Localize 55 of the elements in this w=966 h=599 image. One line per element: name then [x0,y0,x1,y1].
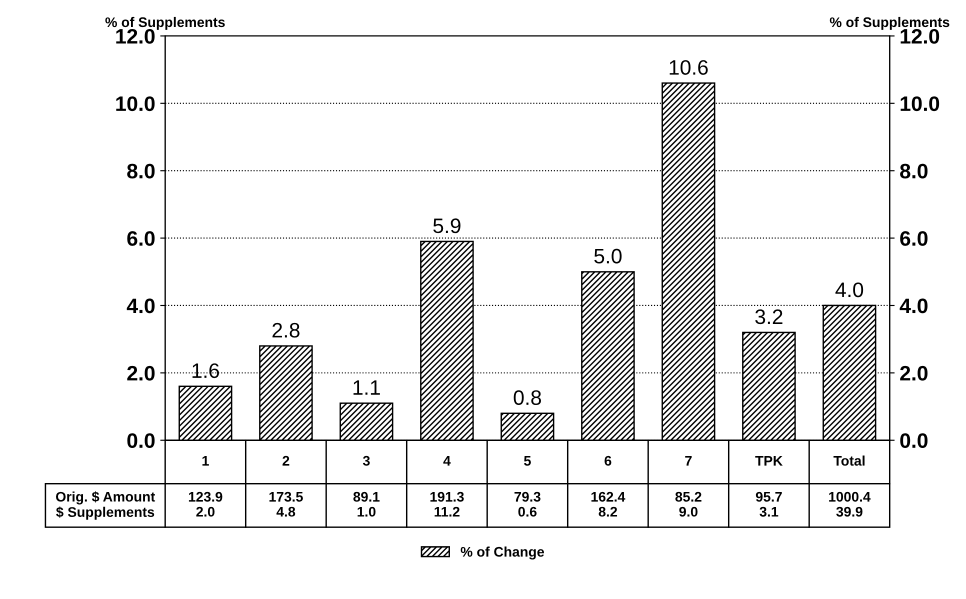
text: 0.6 [518,506,537,517]
y2-tick-label: 4.0 [900,298,928,314]
x-tick-label: 6 [604,456,612,466]
y2-tick-label: 12.0 [900,28,940,44]
text: 11.2 [434,506,460,517]
data-label: 10.6 [670,60,708,75]
data-label: 5.0 [594,248,622,264]
text: Orig. $ Amount [56,491,156,504]
text: 79.3 [514,492,540,502]
data-label: 0.8 [514,390,542,406]
data-label: 1.1 [354,380,380,395]
data-label: 1.6 [192,363,219,378]
x-tick-label: 5 [524,456,531,466]
legend-label: % of Change [460,546,544,560]
text: 123.9 [188,492,222,502]
y-tick-label: 12.0 [116,28,155,44]
text: 162.4 [591,492,626,502]
text: 89.1 [353,492,380,502]
x-tick-label: 4 [443,456,451,466]
y2-tick-label: 0.0 [900,433,928,448]
text: 191.3 [430,492,464,502]
x-tick-label: 1 [202,456,209,466]
text: 9.0 [679,506,698,517]
y-tick-label: 10.0 [116,96,155,112]
y-axis-title: % of Supplements [105,16,225,30]
y-tick-label: 2.0 [127,366,155,381]
x-tick-label: Total [834,456,865,466]
x-tick-label: 3 [362,456,370,466]
text: 1000.4 [829,492,871,502]
text: $ Supplements [56,506,154,520]
x-tick-label: TPK [755,456,783,466]
text: 4.8 [276,506,296,517]
y2-tick-label: 2.0 [900,366,928,381]
text: 173.5 [269,492,303,502]
data-label: 4.0 [835,282,864,298]
text: 1.0 [358,506,376,517]
data-label: 5.9 [433,218,460,234]
y-tick-label: 8.0 [127,164,155,178]
text: 39.9 [836,506,862,517]
x-tick-label: 7 [685,456,692,466]
text: 8.2 [598,506,618,517]
data-label: 2.8 [272,322,300,338]
y-tick-label: 6.0 [127,231,155,246]
y2-tick-label: 10.0 [900,96,940,112]
text: 3.1 [760,506,778,517]
text: 2.0 [196,506,215,517]
y2-tick-label: 8.0 [900,164,928,178]
text: 85.2 [675,492,702,502]
y2-axis-title: % of Supplements [830,16,950,30]
x-tick-label: 2 [282,456,290,466]
y2-tick-label: 6.0 [900,231,928,246]
data-label: 3.2 [755,309,782,324]
text: 95.7 [756,492,782,502]
y-tick-label: 4.0 [126,298,155,314]
y-tick-label: 0.0 [127,433,155,448]
